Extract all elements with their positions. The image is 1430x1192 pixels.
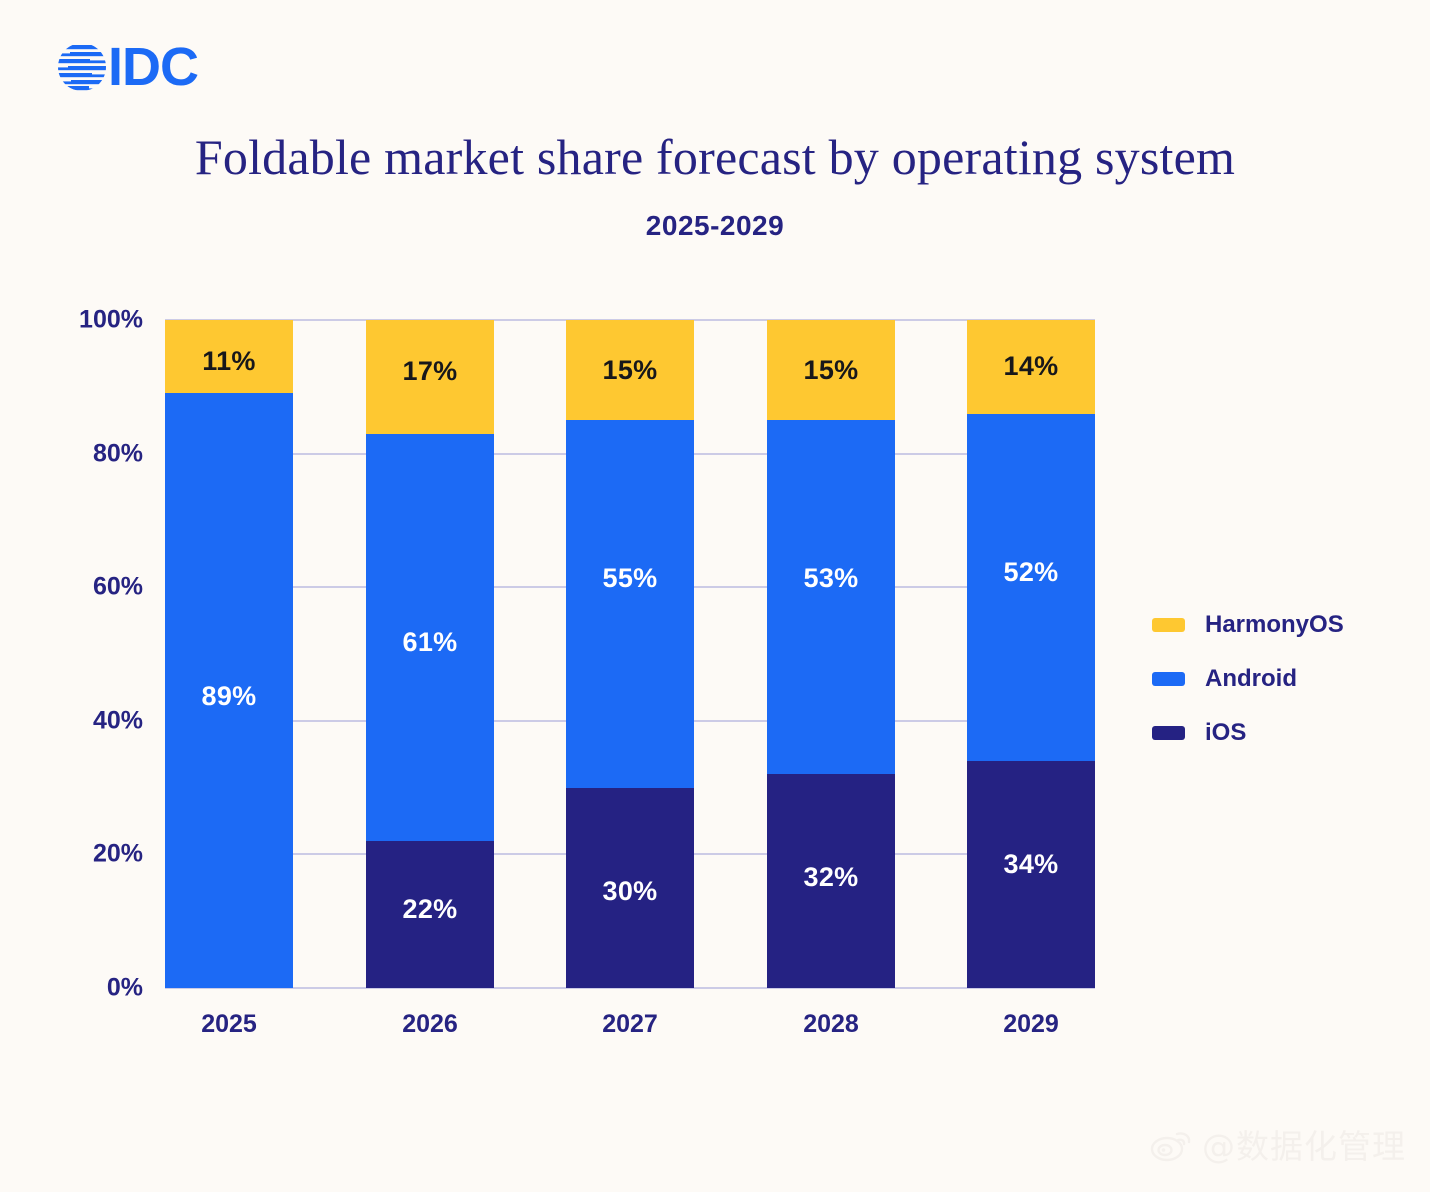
bar-value-label: 32% — [803, 862, 859, 893]
bar-value-label: 89% — [201, 681, 257, 712]
y-axis-tick-label: 40% — [92, 706, 143, 735]
globe-icon — [56, 45, 108, 91]
legend-swatch-icon — [1152, 726, 1185, 740]
bar-group[interactable]: 34% 52% 14% 2029 — [967, 320, 1095, 1038]
legend-item-harmonyos[interactable]: HarmonyOS — [1152, 598, 1344, 652]
bar-group[interactable]: 22% 61% 17% 2026 — [366, 320, 494, 1038]
legend-label: Android — [1205, 665, 1297, 692]
page-subtitle: 2025-2029 — [645, 210, 785, 241]
y-axis-tick-label: 0% — [106, 973, 143, 1002]
bar-value-label: 15% — [803, 354, 859, 385]
x-axis-tick-label: 2025 — [201, 1010, 257, 1038]
bar-segment-harmonyos[interactable]: 15% — [566, 320, 694, 421]
bar-segment-android[interactable]: 61% — [366, 433, 494, 842]
bar-segment-android[interactable]: 89% — [165, 393, 293, 988]
x-axis-tick-label: 2027 — [602, 1010, 658, 1038]
bar-value-label: 55% — [602, 563, 658, 594]
bar-value-label: 14% — [1003, 351, 1059, 382]
bar-segment-android[interactable]: 53% — [767, 420, 895, 775]
x-axis-tick-label: 2028 — [803, 1010, 859, 1038]
chart-legend: HarmonyOS Android iOS — [1152, 598, 1344, 760]
bar-segment-harmonyos[interactable]: 17% — [366, 320, 494, 434]
legend-item-ios[interactable]: iOS — [1152, 706, 1344, 760]
bar-segment-android[interactable]: 55% — [566, 420, 694, 788]
y-axis-tick-label: 80% — [92, 439, 143, 468]
bar-segment-ios[interactable]: 30% — [566, 787, 694, 988]
bar-value-label: 22% — [402, 894, 458, 925]
y-axis-tick-label: 60% — [92, 572, 143, 601]
bar-value-label: 34% — [1003, 848, 1059, 879]
legend-item-android[interactable]: Android — [1152, 652, 1344, 706]
legend-swatch-icon — [1152, 672, 1185, 686]
idc-logo: IDC — [56, 37, 199, 97]
bar-group[interactable]: 89% 11% 2025 — [165, 320, 293, 1038]
bar-segment-harmonyos[interactable]: 15% — [767, 320, 895, 421]
x-axis-tick-label: 2029 — [1003, 1010, 1059, 1038]
legend-label: iOS — [1205, 719, 1247, 746]
bar-value-label: 17% — [402, 356, 458, 387]
bar-segment-harmonyos[interactable]: 14% — [967, 320, 1095, 414]
bar-segment-ios[interactable]: 22% — [366, 841, 494, 988]
x-axis-tick-label: 2026 — [402, 1010, 458, 1038]
watermark-text: @数据化管理 — [1202, 1127, 1406, 1166]
legend-swatch-icon — [1152, 618, 1185, 632]
bar-segment-harmonyos[interactable]: 11% — [165, 320, 293, 394]
legend-label: HarmonyOS — [1205, 611, 1344, 638]
bar-value-label: 61% — [402, 626, 458, 657]
bar-group[interactable]: 32% 53% 15% 2028 — [767, 320, 895, 1038]
bar-group[interactable]: 30% 55% 15% 2027 — [566, 320, 694, 1038]
bar-value-label: 53% — [803, 563, 859, 594]
bar-value-label: 30% — [602, 875, 658, 906]
gridline — [165, 987, 1095, 989]
page-title: Foldable market share forecast by operat… — [194, 129, 1236, 185]
bar-value-label: 15% — [602, 354, 658, 385]
bar-value-label: 11% — [202, 346, 256, 377]
weibo-icon — [1150, 1132, 1191, 1162]
stacked-bar-chart: 0% 20% 40% 60% 80% 100% 89% 11% 2025 22% 61% 17% 202… — [79, 306, 1095, 1038]
bar-segment-android[interactable]: 52% — [967, 413, 1095, 761]
y-axis-tick-label: 100% — [79, 305, 143, 334]
weibo-watermark: @数据化管理 — [1150, 1120, 1406, 1168]
bar-value-label: 52% — [1003, 556, 1059, 587]
idc-wordmark: IDC — [108, 37, 199, 97]
bar-segment-ios[interactable]: 32% — [767, 774, 895, 988]
gridline — [165, 319, 1095, 321]
y-axis-tick-label: 20% — [92, 839, 143, 868]
bar-segment-ios[interactable]: 34% — [967, 760, 1095, 988]
